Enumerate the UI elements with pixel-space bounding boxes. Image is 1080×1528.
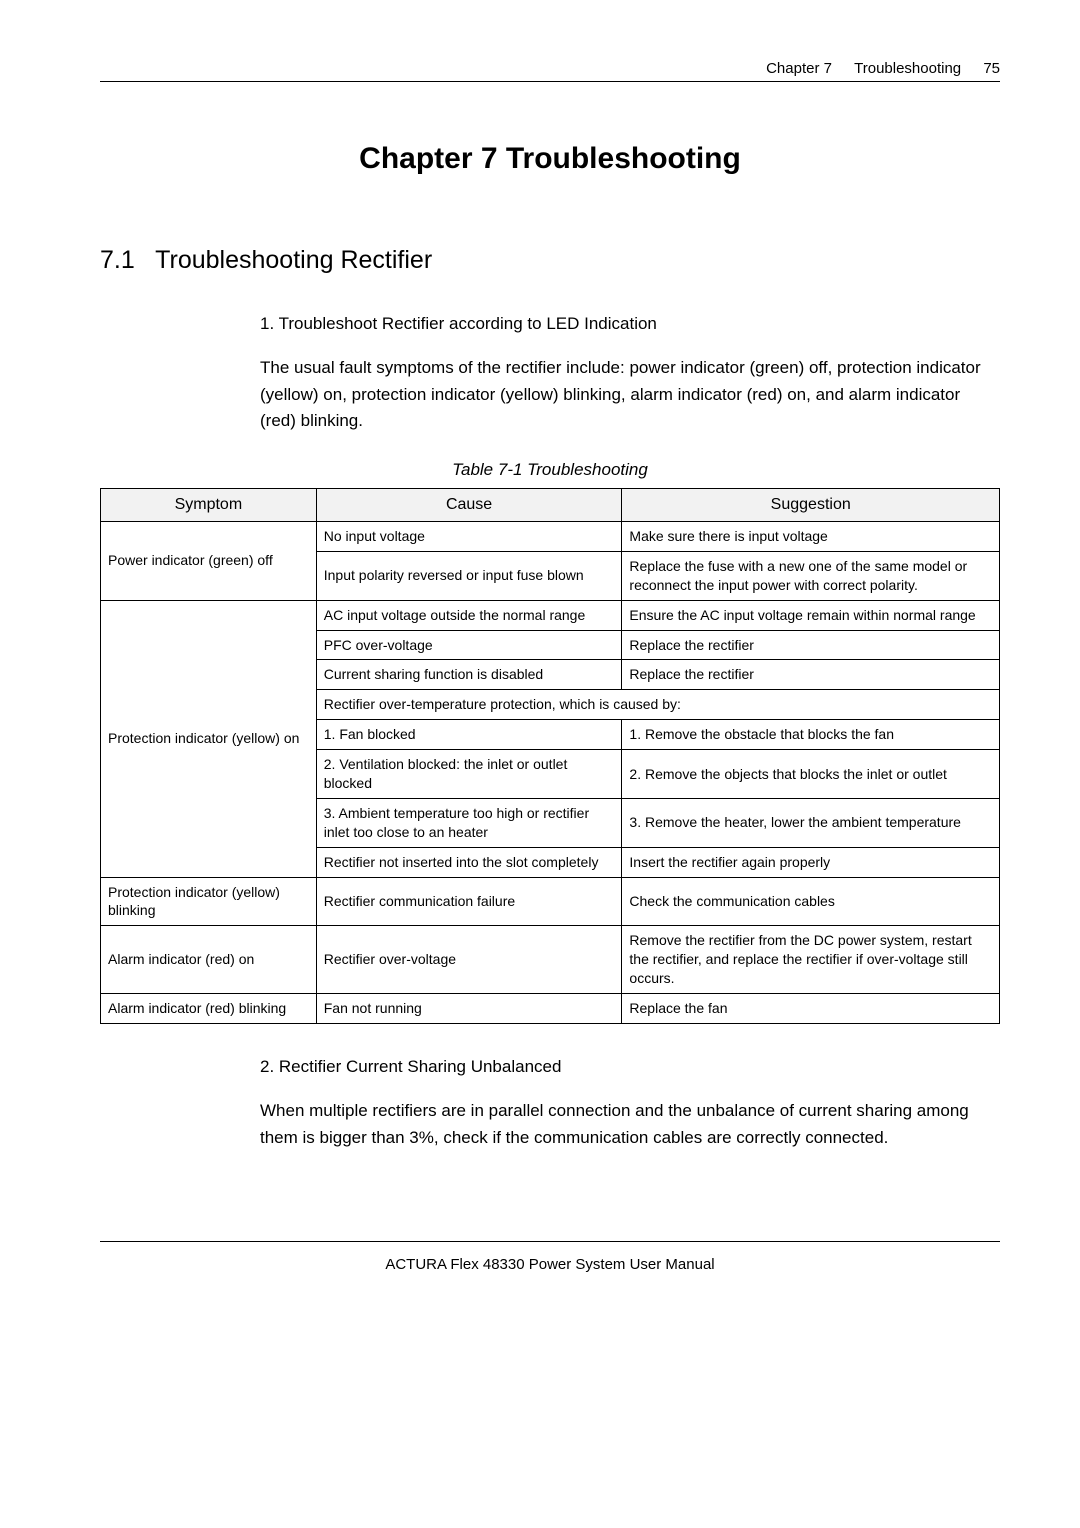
cell-cause: Input polarity reversed or input fuse bl… (316, 551, 622, 600)
troubleshooting-table: Symptom Cause Suggestion Power indicator… (100, 488, 1000, 1024)
cell-span-note: Rectifier over-temperature protection, w… (316, 690, 999, 720)
cell-suggestion: Ensure the AC input voltage remain withi… (622, 600, 1000, 630)
subheading-2: 2. Rectifier Current Sharing Unbalanced (260, 1054, 1000, 1080)
cell-suggestion: 2. Remove the objects that blocks the in… (622, 750, 1000, 799)
cell-cause: Rectifier communication failure (316, 877, 622, 926)
table-row: Protection indicator (yellow) on AC inpu… (101, 600, 1000, 630)
chapter-title: Chapter 7 Troubleshooting (100, 142, 1000, 176)
cell-symptom: Alarm indicator (red) blinking (101, 994, 317, 1024)
section-title-text: Troubleshooting Rectifier (155, 246, 432, 274)
cell-suggestion: Replace the rectifier (622, 660, 1000, 690)
cell-suggestion: 3. Remove the heater, lower the ambient … (622, 798, 1000, 847)
header-chapter-ref: Chapter 7 (766, 60, 832, 77)
cell-suggestion: Replace the fuse with a new one of the s… (622, 551, 1000, 600)
table-caption: Table 7-1 Troubleshooting (100, 460, 1000, 480)
header-chapter-name: Troubleshooting (854, 60, 961, 77)
cell-cause: Fan not running (316, 994, 622, 1024)
cell-cause: Rectifier not inserted into the slot com… (316, 847, 622, 877)
section-number: 7.1 (100, 246, 135, 274)
cell-suggestion: Replace the fan (622, 994, 1000, 1024)
table-header-row: Symptom Cause Suggestion (101, 489, 1000, 522)
cell-cause: Rectifier over-voltage (316, 926, 622, 994)
cell-suggestion: 1. Remove the obstacle that blocks the f… (622, 720, 1000, 750)
paragraph-2: When multiple rectifiers are in parallel… (260, 1098, 1000, 1151)
cell-cause: 2. Ventilation blocked: the inlet or out… (316, 750, 622, 799)
cell-suggestion: Make sure there is input voltage (622, 521, 1000, 551)
page-footer: ACTURA Flex 48330 Power System User Manu… (100, 1241, 1000, 1273)
cell-symptom: Power indicator (green) off (101, 521, 317, 600)
col-symptom: Symptom (101, 489, 317, 522)
cell-symptom: Protection indicator (yellow) blinking (101, 877, 317, 926)
cell-suggestion: Insert the rectifier again properly (622, 847, 1000, 877)
cell-cause: AC input voltage outside the normal rang… (316, 600, 622, 630)
header-page-number: 75 (983, 60, 1000, 77)
subheading-1: 1. Troubleshoot Rectifier according to L… (260, 311, 1000, 337)
col-cause: Cause (316, 489, 622, 522)
cell-symptom: Alarm indicator (red) on (101, 926, 317, 994)
table-row: Power indicator (green) off No input vol… (101, 521, 1000, 551)
cell-suggestion: Remove the rectifier from the DC power s… (622, 926, 1000, 994)
table-row: Alarm indicator (red) blinking Fan not r… (101, 994, 1000, 1024)
col-suggestion: Suggestion (622, 489, 1000, 522)
page-header: Chapter 7 Troubleshooting 75 (100, 60, 1000, 82)
cell-cause: No input voltage (316, 521, 622, 551)
cell-suggestion: Replace the rectifier (622, 630, 1000, 660)
cell-symptom: Protection indicator (yellow) on (101, 600, 317, 877)
section-heading: 7.1 Troubleshooting Rectifier (100, 246, 1000, 275)
cell-cause: PFC over-voltage (316, 630, 622, 660)
cell-cause: 1. Fan blocked (316, 720, 622, 750)
paragraph-1: The usual fault symptoms of the rectifie… (260, 355, 1000, 434)
cell-cause: 3. Ambient temperature too high or recti… (316, 798, 622, 847)
table-row: Alarm indicator (red) on Rectifier over-… (101, 926, 1000, 994)
cell-cause: Current sharing function is disabled (316, 660, 622, 690)
cell-suggestion: Check the communication cables (622, 877, 1000, 926)
table-row: Protection indicator (yellow) blinking R… (101, 877, 1000, 926)
